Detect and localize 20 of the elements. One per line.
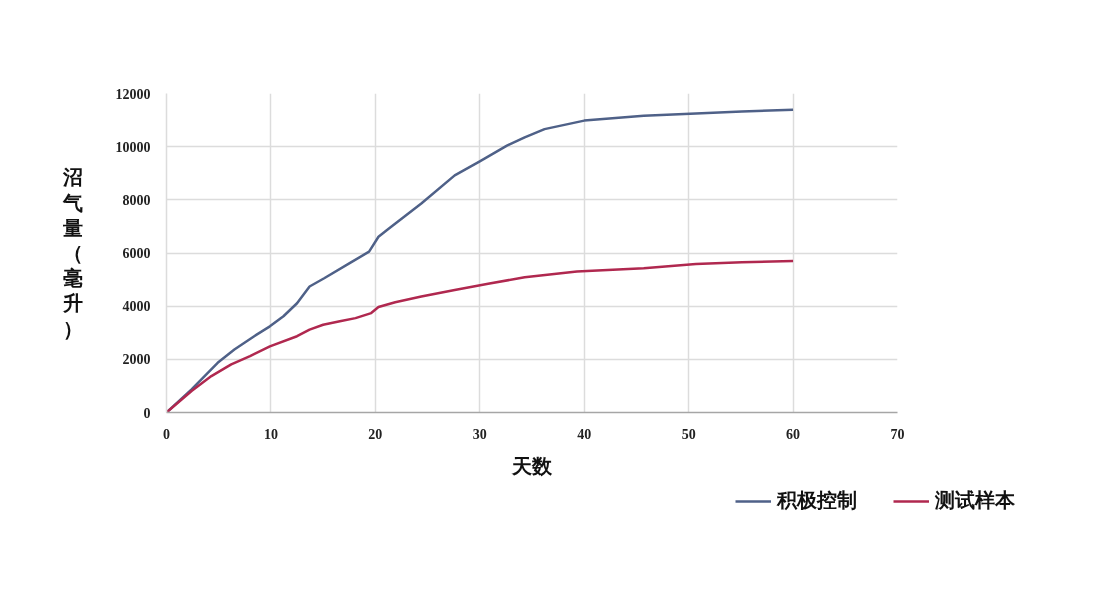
y-tick-label: 4000: [122, 299, 151, 315]
x-tick-label: 50: [681, 426, 696, 442]
y-tick-label: 6000: [122, 246, 151, 261]
y-tick-label: 0: [143, 405, 151, 421]
x-axis-title: 天数: [511, 453, 553, 478]
x-tick-label: 30: [472, 426, 487, 442]
line-series: [166, 259, 795, 413]
y-axis-title: 沼气量（毫升）: [61, 165, 83, 341]
y-tick-label: 10000: [115, 139, 151, 155]
x-tick-label: 0: [163, 426, 170, 442]
x-tick-label: 40: [577, 426, 592, 442]
x-tick-label: 20: [368, 426, 383, 442]
y-tick-label: 2000: [122, 352, 151, 368]
y-tick-label: 8000: [122, 192, 151, 208]
x-tick-label: 60: [786, 426, 801, 442]
legend-label: 测试样本: [935, 487, 1015, 514]
x-tick-label: 70: [890, 426, 905, 442]
y-tick-label: 12000: [115, 86, 151, 102]
x-tick-label: 10: [263, 426, 278, 442]
legend-label: 积极控制: [777, 487, 857, 514]
